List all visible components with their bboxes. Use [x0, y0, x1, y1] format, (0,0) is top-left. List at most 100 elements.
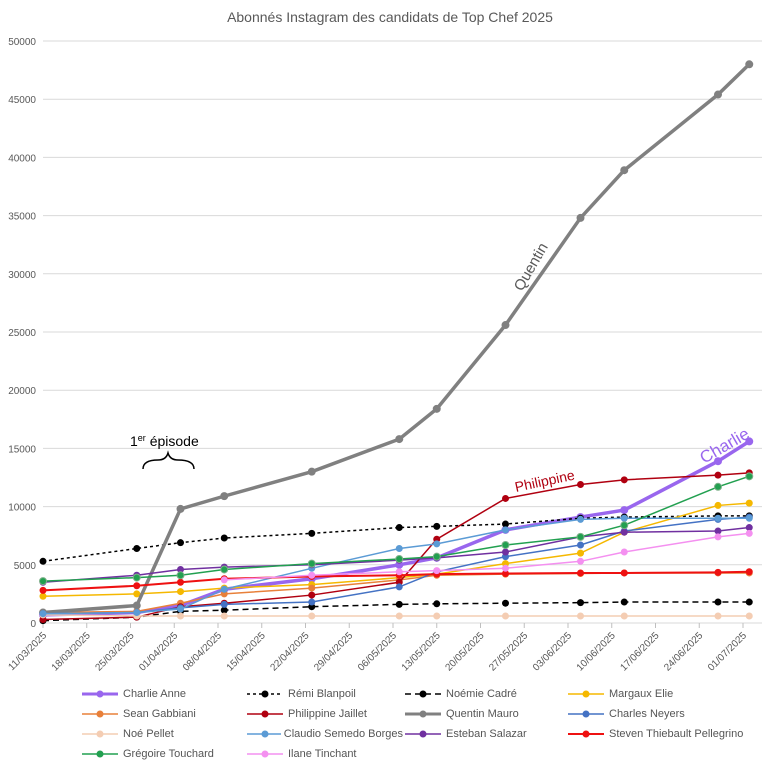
x-tick-label: 22/04/2025	[268, 630, 311, 673]
data-point	[577, 612, 584, 620]
legend-swatch-icon	[405, 730, 441, 737]
data-point	[177, 578, 184, 586]
legend-item[interactable]: Charles Neyers	[566, 706, 766, 721]
legend-item[interactable]: Noé Pellet	[80, 726, 245, 741]
legend-swatch-icon	[405, 710, 441, 717]
legend-label: Rémi Blanpoil	[288, 687, 356, 700]
legend-swatch-icon	[405, 690, 441, 697]
data-point	[39, 577, 47, 586]
data-point	[220, 565, 229, 574]
data-point	[714, 471, 722, 479]
data-point	[220, 600, 228, 608]
legend-label: Charles Neyers	[609, 707, 685, 720]
data-point	[132, 573, 141, 582]
y-tick-label: 35000	[8, 212, 36, 223]
data-point	[39, 610, 47, 618]
data-point	[745, 524, 753, 532]
data-point	[39, 592, 47, 600]
data-point	[308, 598, 316, 606]
data-point	[220, 585, 228, 593]
x-tick-label: 29/04/2025	[312, 630, 355, 673]
data-point	[395, 435, 404, 444]
data-point	[307, 467, 316, 476]
legend-item[interactable]: Steven Thiebault Pellegrino	[566, 726, 766, 741]
legend-item[interactable]: Noémie Cadré	[403, 686, 566, 701]
data-point	[620, 598, 628, 606]
data-point	[620, 521, 629, 530]
data-point	[620, 166, 629, 175]
data-point	[745, 437, 754, 446]
data-point	[577, 569, 584, 577]
data-point	[620, 506, 629, 515]
data-point	[39, 557, 47, 565]
data-point	[432, 552, 441, 561]
legend-item[interactable]: Grégoire Touchard	[80, 746, 245, 761]
legend-swatch-icon	[82, 710, 118, 717]
x-tick-label: 15/04/2025	[225, 630, 268, 673]
legend-label: Ilane Tinchant	[288, 747, 357, 760]
data-point	[714, 598, 722, 606]
data-point	[133, 590, 141, 598]
y-tick-label: 5000	[14, 561, 37, 572]
y-tick-label: 15000	[8, 444, 36, 455]
data-point	[176, 571, 185, 580]
series-line	[42, 502, 750, 597]
data-point	[177, 539, 184, 547]
data-point	[133, 609, 141, 617]
data-point	[620, 612, 628, 620]
data-point	[395, 568, 403, 576]
y-tick-label: 10000	[8, 503, 36, 514]
y-tick-label: 40000	[8, 153, 36, 164]
chart-title: Abonnés Instagram des candidats de Top C…	[227, 9, 553, 25]
data-point	[220, 606, 228, 614]
data-point	[133, 545, 141, 553]
y-tick-label: 50000	[8, 37, 36, 48]
data-point	[714, 457, 722, 466]
legend-label: Noémie Cadré	[446, 687, 517, 700]
data-point	[502, 548, 509, 556]
legend-item[interactable]: Ilane Tinchant	[245, 746, 403, 761]
series-line	[42, 515, 750, 563]
series-line	[42, 570, 750, 592]
legend-label: Margaux Elie	[609, 687, 674, 700]
legend-item[interactable]: Rémi Blanpoil	[245, 686, 403, 701]
legend-item[interactable]: Claudio Semedo Borges	[245, 726, 403, 741]
legend-label: Philippine Jaillet	[288, 707, 367, 720]
data-point	[132, 601, 141, 610]
data-point	[745, 612, 753, 620]
data-point	[176, 504, 185, 513]
legend-label: Charlie Anne	[123, 687, 186, 700]
series-margaux-elie	[39, 499, 753, 600]
data-point	[432, 404, 441, 413]
x-tick-label: 25/03/2025	[93, 630, 136, 673]
x-tick-label: 10/06/2025	[575, 630, 618, 673]
data-point	[433, 600, 441, 608]
data-point	[220, 576, 228, 584]
line-chart: Abonnés Instagram des candidats de Top C…	[6, 9, 762, 674]
data-point	[502, 564, 509, 572]
legend-swatch-icon	[82, 750, 118, 757]
data-point	[620, 569, 628, 577]
legend-item[interactable]: Margaux Elie	[566, 686, 766, 701]
legend-item[interactable]: Quentin Mauro	[403, 706, 566, 721]
legend-item[interactable]: Esteban Salazar	[403, 726, 566, 741]
data-point	[133, 582, 141, 590]
data-point	[577, 515, 584, 523]
legend-item[interactable]: Philippine Jaillet	[245, 706, 403, 721]
data-point	[395, 600, 403, 608]
data-point	[501, 541, 510, 550]
data-point	[395, 554, 404, 563]
data-point	[433, 567, 441, 575]
data-point	[395, 545, 403, 553]
legend-label: Esteban Salazar	[446, 727, 527, 740]
data-point	[39, 586, 47, 594]
data-point	[714, 482, 722, 491]
legend-item[interactable]: Sean Gabbiani	[80, 706, 245, 721]
data-point	[177, 605, 184, 613]
data-point	[620, 514, 628, 522]
data-point	[177, 588, 184, 596]
legend-item[interactable]: Charlie Anne	[80, 686, 245, 701]
data-point	[577, 599, 584, 607]
data-point	[502, 612, 509, 620]
